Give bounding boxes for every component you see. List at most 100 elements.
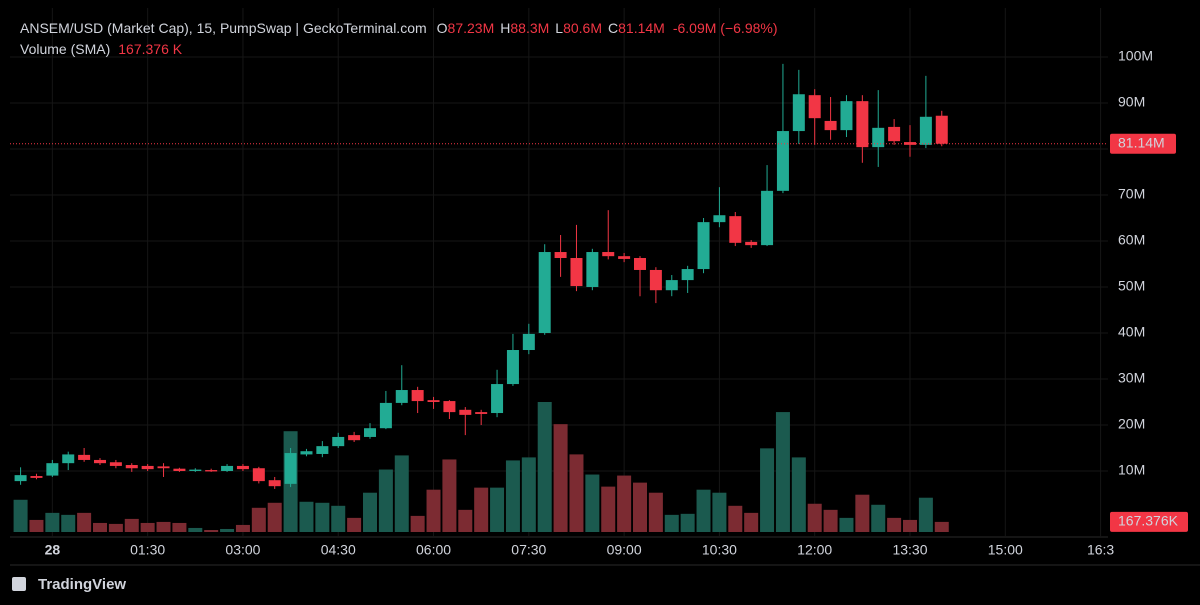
candle-body [872, 127, 885, 148]
volume-bar [505, 460, 520, 532]
volume-bar [775, 412, 790, 532]
volume-bar [13, 499, 28, 532]
candle-body [125, 465, 138, 469]
candle-body [379, 402, 392, 429]
x-tick-label: 13:30 [892, 542, 927, 558]
volume-bar [617, 475, 632, 532]
volume-bar [124, 518, 139, 532]
candle-body [395, 390, 408, 403]
volume-bar [855, 494, 870, 532]
x-tick-label: 07:30 [511, 542, 546, 558]
candle-body [586, 252, 599, 287]
y-tick-label: 30M [1118, 370, 1145, 386]
volume-bar [474, 487, 489, 532]
volume-bar [760, 448, 775, 532]
volume-bar [934, 521, 949, 532]
volume-bar [696, 489, 711, 532]
volume-bar [347, 517, 362, 532]
x-tick-label: 03:00 [225, 542, 260, 558]
volume-bar [442, 459, 457, 532]
volume-bar [140, 522, 155, 532]
candle-body [189, 469, 202, 471]
volume-bar [45, 512, 60, 532]
y-tick-label: 20M [1118, 416, 1145, 432]
volume-bar [807, 503, 822, 532]
volume-bar [585, 474, 600, 532]
volume-bar [490, 487, 505, 532]
volume-bar [315, 502, 330, 532]
y-tick-label: 90M [1118, 94, 1145, 110]
candle-body [284, 453, 297, 484]
title: ANSEM/USD (Market Cap), 15, PumpSwap | G… [20, 20, 427, 36]
candle-body [332, 436, 345, 447]
volume-bar [108, 523, 123, 532]
y-tick-label: 50M [1118, 278, 1145, 294]
volume-bar [61, 514, 76, 532]
candle-body [348, 435, 361, 441]
ohlc-value: 80.6M [563, 20, 603, 36]
candle-body [697, 222, 710, 270]
candle-body [935, 115, 948, 144]
volume-bar [156, 521, 171, 532]
volume-bar [823, 509, 838, 532]
candle-body [316, 446, 329, 454]
grid [10, 8, 1108, 537]
candle-body [761, 190, 774, 246]
volume-bar [887, 517, 902, 532]
candle-body [824, 120, 837, 131]
ohlc-key: O [436, 20, 448, 36]
volume-bar [601, 486, 616, 532]
volume-bar [267, 502, 282, 532]
candle-body [634, 258, 646, 270]
candle-body [792, 94, 805, 132]
candle-body [919, 116, 932, 145]
candle-body [506, 350, 519, 385]
candle-body [427, 400, 440, 402]
ohlc-value: 87.23M [447, 20, 495, 36]
candle-body [411, 390, 424, 402]
x-tick-label: 12:00 [797, 542, 832, 558]
volume-bar [680, 513, 695, 532]
volume-bar [204, 530, 219, 532]
candle-body [46, 463, 59, 476]
x-tick-label: 10:30 [702, 542, 737, 558]
header: ANSEM/USD (Market Cap), 15, PumpSwap | G… [20, 20, 778, 36]
volume-bar [426, 489, 441, 532]
volume-value: 167.376 K [118, 41, 183, 57]
candle-body [141, 465, 154, 470]
candle-body [205, 470, 218, 472]
candle-body [300, 451, 313, 455]
candle-body [364, 428, 376, 437]
candles [14, 63, 948, 489]
x-tick-label: 15:00 [988, 542, 1023, 558]
x-tick-label: 28 [45, 542, 61, 558]
x-tick-label: 04:30 [321, 542, 356, 558]
candle-body [713, 215, 726, 223]
candle-body [236, 465, 249, 470]
volume-bar [553, 424, 568, 532]
volume-bar [410, 515, 425, 532]
candle-body [665, 280, 678, 291]
candle-body [538, 252, 551, 333]
ohlc-key: L [555, 20, 564, 36]
volume-bar [378, 469, 393, 532]
change: -6.09M (−6.98%) [672, 20, 778, 36]
volume-bars [13, 402, 949, 532]
candle-body [776, 131, 789, 191]
last-price-label: 81.14M [1118, 134, 1165, 150]
ohlc-key: H [500, 20, 511, 36]
volume-bar [394, 455, 409, 532]
candle-body [808, 95, 821, 119]
volume-header: Volume (SMA) 167.376 K [20, 41, 182, 57]
candle-body [268, 480, 281, 487]
volume-bar [744, 512, 759, 532]
candle-body [570, 258, 583, 287]
y-tick-label: 100M [1118, 48, 1153, 64]
volume-name: Volume (SMA) [20, 41, 111, 57]
volume-bar [521, 457, 536, 532]
candle-body [840, 101, 853, 131]
candle-body [459, 409, 472, 415]
volume-bar [172, 522, 187, 532]
